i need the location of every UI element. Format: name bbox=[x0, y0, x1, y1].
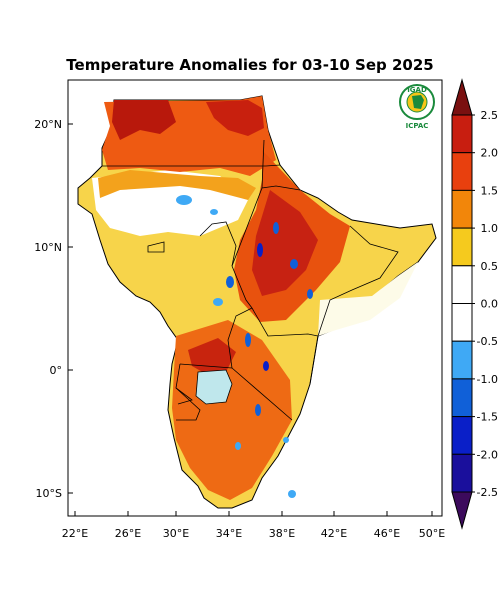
cool-anomaly bbox=[176, 195, 192, 205]
colorbar-segment bbox=[451, 227, 473, 267]
cool-anomaly bbox=[213, 298, 223, 306]
lat-tick-label: 10°S bbox=[36, 487, 62, 500]
colorbar-segment bbox=[451, 114, 473, 154]
colorbar-segment bbox=[451, 303, 473, 342]
cool-anomaly bbox=[257, 243, 263, 257]
cool-anomaly bbox=[245, 333, 251, 347]
warm-anomaly-highlands-inner bbox=[252, 190, 318, 296]
lon-tick-label: 30°E bbox=[163, 527, 189, 540]
hot-anomaly-north-2 bbox=[206, 100, 264, 136]
colorbar-label: 1.0 bbox=[481, 222, 499, 235]
colorbar-label: -2.5 bbox=[477, 486, 498, 499]
logo-map-shape bbox=[412, 95, 424, 109]
lat-tick-label: 0° bbox=[50, 364, 63, 377]
hot-anomaly-lakes bbox=[188, 338, 236, 374]
warm-band-sahel bbox=[98, 170, 256, 200]
lat-tick-label: 20°N bbox=[34, 118, 62, 131]
colorbar-label: -1.0 bbox=[477, 373, 498, 386]
colorbar-segment bbox=[451, 152, 473, 191]
cool-anomaly bbox=[235, 442, 241, 450]
cool-anomaly bbox=[255, 404, 261, 416]
colorbar-segment bbox=[451, 189, 473, 229]
lon-tick-label: 34°E bbox=[216, 527, 242, 540]
lat-tick-marks bbox=[68, 123, 73, 494]
hot-anomaly-north bbox=[112, 100, 176, 140]
colorbar-label: 1.5 bbox=[481, 184, 499, 197]
neutral-zone-east bbox=[318, 262, 418, 336]
cool-anomaly bbox=[288, 490, 296, 498]
lon-tick-label: 22°E bbox=[62, 527, 88, 540]
colorbar-segment bbox=[451, 453, 473, 493]
colorbar-segment bbox=[451, 265, 473, 304]
colorbar-label: -0.5 bbox=[477, 335, 498, 348]
lon-tick-label: 26°E bbox=[115, 527, 141, 540]
lon-tick-label: 38°E bbox=[269, 527, 295, 540]
colorbar-label: 2.0 bbox=[481, 147, 499, 160]
cool-anomaly bbox=[307, 289, 313, 299]
colorbar-label: 0.5 bbox=[481, 260, 499, 273]
lat-tick-label: 10°N bbox=[34, 241, 62, 254]
colorbar-label: 2.5 bbox=[481, 109, 499, 122]
lon-tick-label: 42°E bbox=[321, 527, 347, 540]
lon-tick-label: 46°E bbox=[374, 527, 400, 540]
colorbar-label: 0.0 bbox=[481, 298, 499, 311]
colorbar-labels: 2.5 2.0 1.5 1.0 0.5 0.0 -0.5 -1.0 -1.5 -2.0 -2.5 bbox=[472, 109, 498, 499]
cool-anomaly bbox=[283, 437, 289, 443]
colorbar-segment bbox=[451, 416, 473, 455]
cool-anomaly bbox=[226, 276, 234, 288]
icpac-logo: IGAD ICPAC bbox=[399, 84, 435, 130]
colorbar-segment bbox=[451, 340, 473, 380]
map-title: Temperature Anomalies for 03-10 Sep 2025 bbox=[66, 56, 434, 74]
colorbar bbox=[451, 78, 473, 530]
logo-bottom-text: ICPAC bbox=[406, 122, 429, 130]
colorbar-max-triangle bbox=[451, 78, 473, 116]
lon-tick-label: 50°E bbox=[419, 527, 445, 540]
lake-victoria bbox=[195, 369, 233, 405]
colorbar-min-triangle bbox=[451, 491, 473, 530]
colorbar-segment bbox=[451, 378, 473, 418]
cool-anomaly bbox=[210, 209, 218, 215]
country-borders bbox=[102, 139, 399, 421]
lon-tick-marks bbox=[74, 511, 433, 516]
cool-anomaly bbox=[273, 222, 279, 234]
colorbar-label: -1.5 bbox=[477, 411, 498, 424]
logo-top-text: IGAD bbox=[407, 86, 427, 94]
lat-tick-labels: 20°N 10°N 0° 10°S bbox=[34, 118, 62, 500]
cool-anomaly bbox=[290, 259, 298, 269]
colorbar-label: -2.0 bbox=[477, 448, 498, 461]
lon-tick-labels: 22°E 26°E 30°E 34°E 38°E 42°E 46°E 50°E bbox=[62, 527, 445, 540]
cool-anomaly bbox=[263, 361, 269, 371]
